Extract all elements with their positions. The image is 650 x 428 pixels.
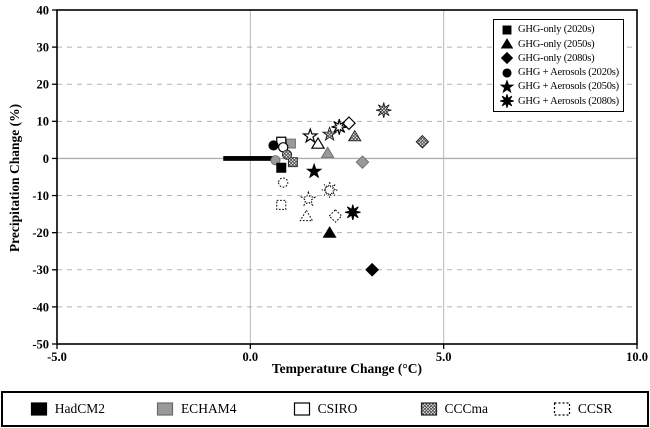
marker-CSIRO-circle: [277, 142, 289, 153]
marker-CCSR-circle: [278, 177, 289, 188]
marker-HadCM2-triangle: [322, 226, 337, 238]
marker-CCSR-star8: [321, 182, 338, 198]
marker-CCCma-square: [287, 157, 298, 168]
marker-CCSR-star5: [300, 190, 317, 207]
scenario-legend-label: GHG + Aerosols (2020s): [518, 67, 619, 79]
marker-CSIRO-star5: [301, 127, 319, 144]
marker-ECHAM4-triangle: [320, 146, 335, 158]
marker-CCSR-triangle: [299, 209, 314, 222]
marker-CCCma-star5: [321, 125, 338, 142]
scenario-legend-item: GHG + Aerosols (2080s): [499, 94, 622, 109]
model-legend-label: HadCM2: [54, 401, 106, 416]
model-legend-item-HadCM2: HadCM2: [3, 401, 132, 417]
marker-CCCma-star8: [375, 102, 392, 119]
model-legend-item-CCSR: CCSR: [518, 401, 647, 417]
legend-glyph-star5: [499, 79, 515, 94]
legend-glyph-diamond: [500, 52, 514, 65]
y-tick-label: 0: [43, 152, 49, 166]
legend-glyph-circle: [502, 68, 512, 78]
y-tick-label: -10: [32, 189, 49, 203]
legend-glyph-square: [502, 25, 512, 35]
scenario-legend-item: GHG + Aerosols (2020s): [499, 66, 622, 79]
scenario-legend-item: GHG-only (2080s): [499, 52, 622, 65]
model-legend-label: CSIRO: [317, 401, 358, 416]
model-legend-label: CCSR: [577, 401, 613, 416]
model-legend-item-ECHAM4: ECHAM4: [132, 401, 261, 417]
marker-CCSR-diamond: [328, 209, 343, 223]
scenario-legend-item: GHG-only (2020s): [499, 23, 622, 36]
model-legend-label: ECHAM4: [180, 401, 237, 416]
scenario-legend-item: GHG-only (2050s): [499, 38, 622, 51]
marker-HadCM2-circle: [268, 140, 279, 151]
marker-CCCma-diamond: [415, 134, 430, 149]
y-tick-label: -40: [32, 300, 49, 314]
marker-CCCma-triangle: [347, 129, 362, 142]
scenario-legend-label: GHG-only (2050s): [518, 38, 595, 50]
circle-icon: [502, 68, 512, 78]
marker-CCSR-square: [276, 199, 287, 210]
marker-HadCM2-star5: [305, 162, 323, 179]
scenario-legend-item: GHG + Aerosols (2050s): [499, 79, 622, 94]
CCSR-swatch-icon: [553, 402, 570, 416]
x-tick-label: 5.0: [436, 350, 452, 364]
star8-icon: [500, 94, 514, 109]
legend-glyph-triangle: [500, 38, 514, 49]
baseline-bar: [223, 156, 274, 161]
scenario-legend-label: GHG-only (2020s): [518, 24, 595, 36]
plot-frame: [56, 9, 638, 345]
model-legend-item-CCCma: CCCma: [389, 401, 518, 417]
star5-icon: [499, 79, 515, 94]
marker-HadCM2-star8: [344, 204, 361, 221]
HadCM2-swatch-icon: [30, 402, 47, 416]
y-tick-label: -50: [32, 337, 49, 351]
model-legend: HadCM2 ECHAM4 CSIRO CCCma CCSR: [1, 391, 649, 427]
y-tick-label: 20: [37, 78, 50, 92]
scenario-legend: GHG-only (2020s) GHG-only (2050s) GHG-only…: [493, 19, 624, 112]
x-tick-label: 0.0: [243, 350, 259, 364]
scenario-legend-label: GHG + Aerosols (2080s): [518, 95, 619, 107]
model-legend-item-CSIRO: CSIRO: [261, 401, 390, 417]
y-tick-label: 40: [37, 3, 50, 17]
CSIRO-swatch-icon: [293, 402, 310, 416]
y-tick-label: -20: [32, 226, 49, 240]
model-legend-label: CCCma: [444, 401, 489, 416]
square-icon: [502, 25, 512, 35]
marker-HadCM2-square: [276, 162, 287, 173]
marker-HadCM2-diamond: [365, 262, 380, 277]
marker-CSIRO-triangle: [310, 136, 326, 149]
x-axis-title: Temperature Change (°C): [271, 361, 423, 376]
y-tick-label: 10: [37, 115, 50, 129]
y-axis-title: Precipitation Change (%): [7, 103, 22, 253]
y-tick-label: -30: [32, 263, 49, 277]
ECHAM4-swatch-icon: [156, 402, 174, 416]
marker-CSIRO-star8: [331, 119, 348, 135]
diamond-icon: [500, 52, 514, 65]
marker-CCCma-circle: [282, 149, 293, 160]
marker-ECHAM4-circle: [270, 155, 281, 166]
legend-glyph-star8: [500, 94, 514, 109]
CCCma-swatch-icon: [420, 402, 437, 416]
marker-ECHAM4-diamond: [355, 155, 370, 169]
x-tick-label: 10.0: [626, 350, 648, 364]
scenario-legend-label: GHG + Aerosols (2050s): [518, 81, 619, 93]
x-tick-label: -5.0: [47, 350, 67, 364]
triangle-icon: [500, 38, 514, 49]
scenario-legend-label: GHG-only (2080s): [518, 52, 595, 64]
y-tick-label: 30: [37, 40, 50, 54]
marker-CSIRO-diamond: [341, 116, 356, 131]
